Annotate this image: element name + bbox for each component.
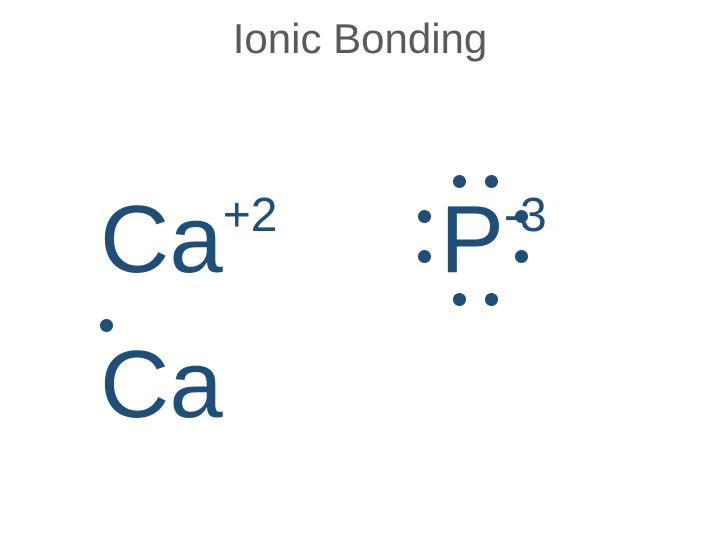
ca-ion-symbol: Ca <box>100 185 223 295</box>
electron-dot <box>418 210 431 223</box>
p-ion-symbol: P <box>440 185 504 295</box>
electron-dot <box>485 175 498 188</box>
electron-dot <box>485 293 498 306</box>
electron-dot <box>453 293 466 306</box>
electron-dot <box>100 319 113 332</box>
ca-atom-symbol: Ca <box>100 330 223 440</box>
element-ca-ion: Ca+2 <box>100 185 277 295</box>
element-p-ion: P-3 <box>440 185 547 295</box>
electron-dot <box>453 175 466 188</box>
electron-dot <box>515 210 528 223</box>
ca-ion-charge: +2 <box>223 188 278 243</box>
electron-dot <box>515 250 528 263</box>
electron-dot <box>418 250 431 263</box>
diagram-title: Ionic Bonding <box>0 15 720 63</box>
element-ca-atom: Ca <box>100 330 223 440</box>
